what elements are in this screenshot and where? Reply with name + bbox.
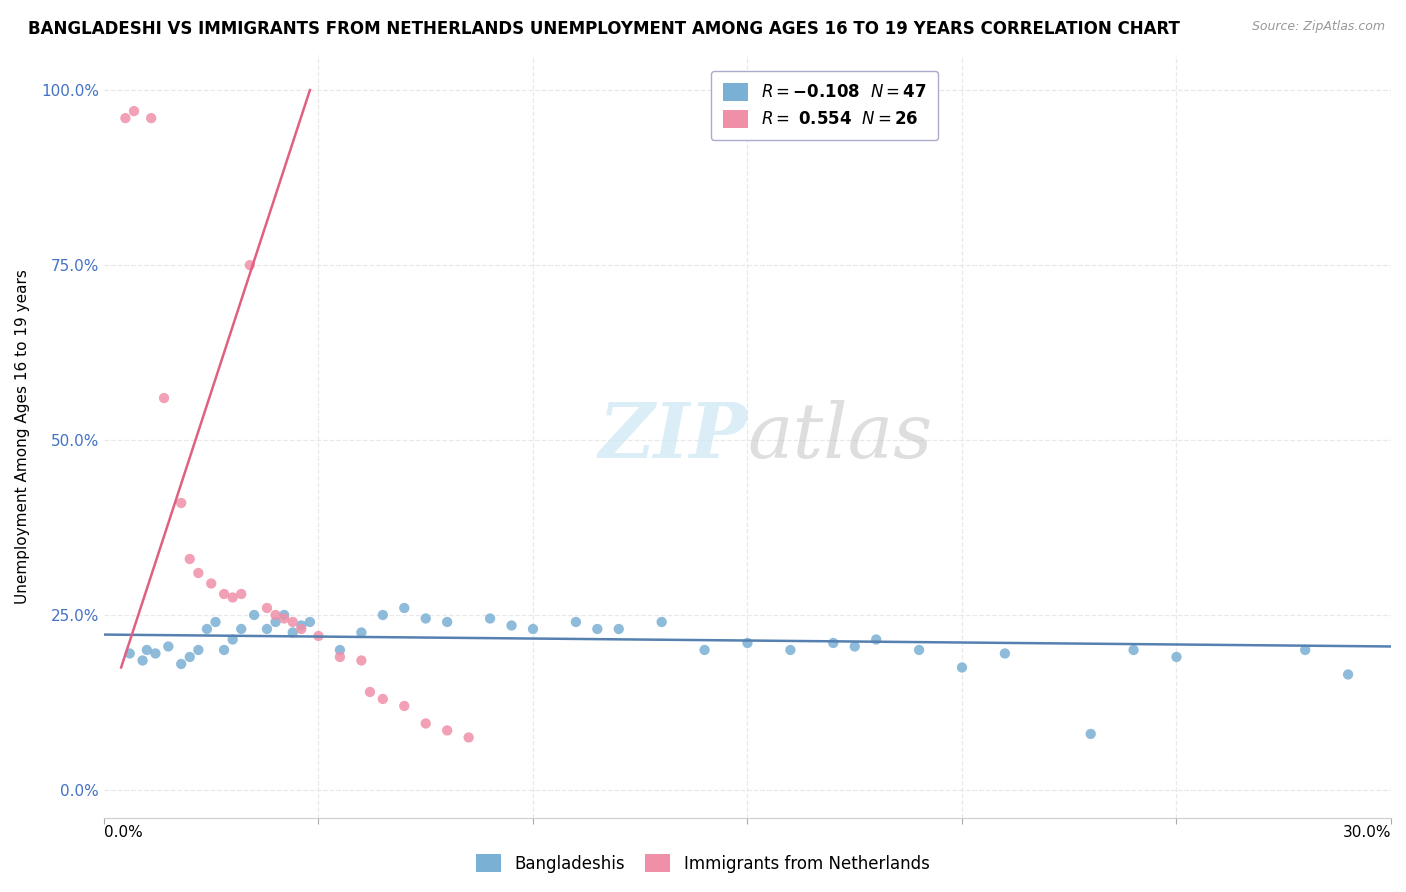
Point [737, 636, 759, 650]
Point [415, 611, 437, 625]
Text: 30.0%: 30.0% [1343, 825, 1391, 840]
Point [179, 552, 201, 566]
Point [844, 640, 866, 654]
Point [195, 622, 218, 636]
Point [273, 607, 295, 622]
Text: atlas: atlas [748, 400, 932, 474]
Point [359, 685, 381, 699]
Point [231, 622, 253, 636]
Point [221, 632, 243, 647]
Point [308, 629, 330, 643]
Text: 0.0%: 0.0% [104, 825, 143, 840]
Point [290, 622, 312, 636]
Point [371, 692, 394, 706]
Point [1166, 650, 1188, 665]
Point [273, 611, 295, 625]
Point [457, 731, 479, 745]
Point [865, 632, 887, 647]
Point [436, 723, 458, 738]
Point [212, 643, 235, 657]
Point [607, 622, 630, 636]
Point [1337, 667, 1360, 681]
Point [436, 615, 458, 629]
Point [135, 643, 157, 657]
Point [290, 618, 312, 632]
Point [329, 643, 352, 657]
Point [187, 566, 209, 580]
Point [239, 258, 262, 272]
Point [212, 587, 235, 601]
Point [950, 660, 973, 674]
Point [170, 496, 193, 510]
Point [415, 716, 437, 731]
Point [122, 104, 145, 119]
Point [329, 650, 352, 665]
Point [651, 615, 673, 629]
Point [243, 607, 266, 622]
Point [908, 643, 931, 657]
Point [1122, 643, 1144, 657]
Point [501, 618, 523, 632]
Point [1080, 727, 1102, 741]
Point [187, 643, 209, 657]
Point [131, 653, 153, 667]
Point [479, 611, 502, 625]
Point [350, 625, 373, 640]
Point [994, 647, 1017, 661]
Point [281, 625, 304, 640]
Point [394, 698, 416, 713]
Point [204, 615, 226, 629]
Point [264, 615, 287, 629]
Text: ZIP: ZIP [599, 400, 748, 474]
Point [141, 111, 163, 125]
Point [170, 657, 193, 671]
Point [522, 622, 544, 636]
Point [221, 591, 243, 605]
Text: Source: ZipAtlas.com: Source: ZipAtlas.com [1251, 20, 1385, 33]
Point [256, 601, 278, 615]
Point [823, 636, 845, 650]
Point [1294, 643, 1316, 657]
Point [118, 647, 141, 661]
Point [153, 391, 176, 405]
Text: BANGLADESHI VS IMMIGRANTS FROM NETHERLANDS UNEMPLOYMENT AMONG AGES 16 TO 19 YEAR: BANGLADESHI VS IMMIGRANTS FROM NETHERLAN… [28, 20, 1180, 37]
Point [586, 622, 609, 636]
Point [298, 615, 321, 629]
Legend: $R = \mathbf{-0.108}$  $N = \mathbf{47}$, $R = \ \mathbf{0.554}$  $N = \mathbf{2: $R = \mathbf{-0.108}$ $N = \mathbf{47}$,… [711, 71, 938, 140]
Point [281, 615, 304, 629]
Y-axis label: Unemployment Among Ages 16 to 19 years: Unemployment Among Ages 16 to 19 years [15, 269, 30, 604]
Point [231, 587, 253, 601]
Point [145, 647, 167, 661]
Point [114, 111, 136, 125]
Point [256, 622, 278, 636]
Point [394, 601, 416, 615]
Legend: Bangladeshis, Immigrants from Netherlands: Bangladeshis, Immigrants from Netherland… [470, 847, 936, 880]
Point [200, 576, 222, 591]
Point [693, 643, 716, 657]
Point [350, 653, 373, 667]
Point [779, 643, 801, 657]
Point [157, 640, 180, 654]
Point [179, 650, 201, 665]
Point [264, 607, 287, 622]
Point [565, 615, 588, 629]
Point [371, 607, 394, 622]
